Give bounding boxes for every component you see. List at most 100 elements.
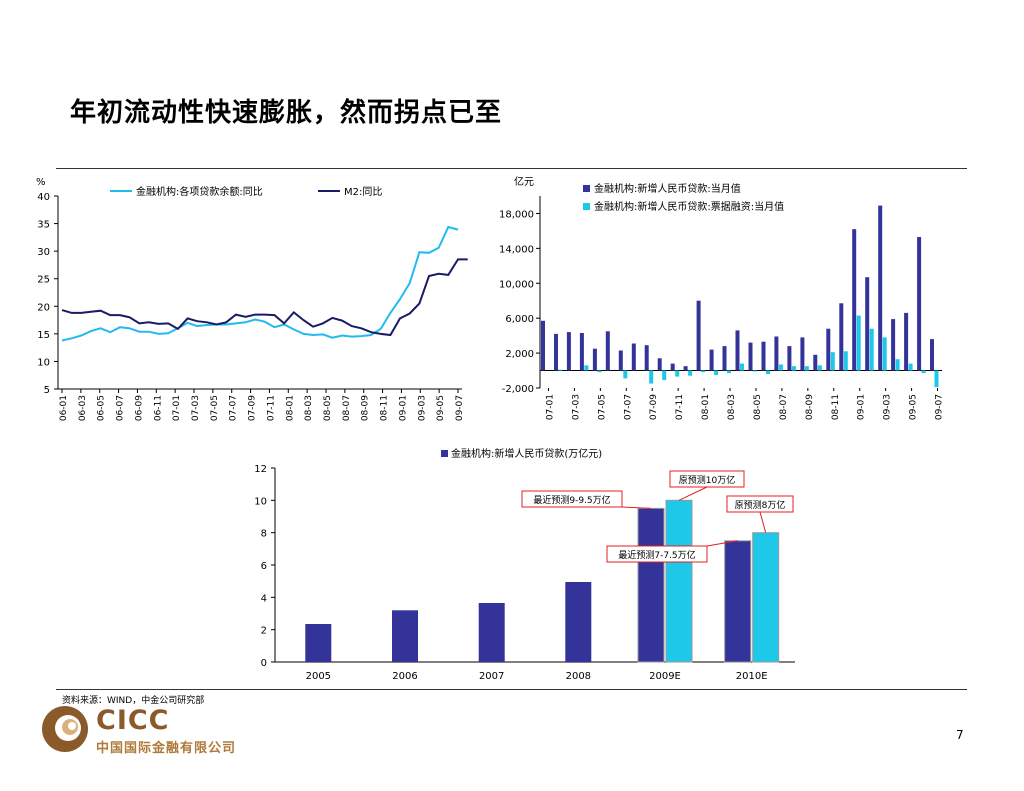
bar-new-loans [878,205,883,371]
y-tick-label: 4 [261,593,267,604]
x-tick-label: 08-11 [380,395,390,421]
bar-new-loans [787,346,792,371]
bar-new-loans [891,319,896,371]
y-tick-label: 0 [261,658,267,669]
bar-new-loans [592,348,597,371]
bar-new-loans [722,346,727,371]
x-tick-label: 08-11 [831,394,841,420]
bar-new-loans [554,333,558,371]
legend-swatch-1 [583,203,590,210]
bar-new-loans [618,350,623,371]
bar-estimate [665,499,693,663]
bar-bill-financing [584,365,589,371]
category-label: 2007 [479,671,504,682]
bar-actual [724,540,752,663]
category-label: 2009E [649,671,681,682]
x-tick-label: 08-07 [779,394,789,420]
bar-bill-financing [727,370,731,374]
x-tick-label: 06-11 [153,395,163,421]
bar-new-loans [748,342,753,371]
bar-new-loans [696,300,701,371]
x-tick-label: 07-11 [675,394,685,420]
bar-estimate [752,532,780,663]
y-tick-label: 10 [37,357,50,368]
bar-bill-financing [869,328,874,371]
x-tick-label: 07-01 [545,394,555,420]
x-tick-label: 07-03 [191,395,201,421]
brand-name: CICC [96,705,170,736]
bar-bill-financing [830,352,835,371]
category-label: 2006 [392,671,417,682]
bar-new-loans [683,366,688,371]
category-label: 2005 [306,671,331,682]
x-tick-label: 06-03 [78,395,88,421]
bar-actual [637,507,665,663]
x-tick-label: 06-01 [59,395,69,421]
x-tick-label: 08-09 [361,395,371,421]
bar-bill-financing [714,370,719,375]
y-tick-label: 5 [44,385,50,396]
bar-new-loans [904,312,909,371]
bar-bill-financing [688,370,693,376]
x-tick-label: 09-03 [417,395,427,421]
y-unit-label: 亿元 [514,175,534,188]
bar-new-loans [631,343,636,371]
bar-new-loans [930,339,934,371]
y-tick-label: 6,000 [505,314,534,325]
bar-new-loans [541,320,545,371]
x-tick-label: 09-05 [436,395,446,421]
x-tick-label: 09-01 [398,395,408,421]
bar-new-loans [657,358,662,371]
bar-bill-financing [895,359,900,371]
bar-bill-financing [921,370,926,374]
page-number: 7 [956,728,964,742]
annotation-pointer [759,511,767,533]
cicc-brand: CICC 中国国际金融有限公司 [96,705,236,757]
annotation-pointer [678,486,708,501]
y-tick-label: 14,000 [500,244,534,255]
bar-new-loans [917,237,922,371]
x-tick-label: 08-09 [805,394,815,420]
annotation-box [726,495,794,513]
annotation-label: 最近预测7-7.5万亿 [618,549,695,561]
bar-bill-financing [908,363,913,371]
y-tick-label: 10 [254,496,267,507]
bar-new-loans [735,330,740,371]
y-tick-label: 35 [37,220,50,231]
x-tick-label: 07-09 [248,395,258,421]
bar-bill-financing [701,370,706,373]
bar-bill-financing [882,337,887,371]
x-tick-label: 08-07 [342,395,352,421]
x-tick-label: 08-05 [753,394,763,420]
legend-label-1: M2:同比 [344,186,382,198]
y-tick-label: 30 [37,247,50,258]
x-tick-label: 07-05 [597,394,607,420]
bar-new-loans [761,341,766,371]
category-label: 2008 [566,671,591,682]
x-tick-label: 09-07 [455,395,465,421]
bar-new-loans [839,303,844,371]
bar-new-loans [774,336,779,371]
bar-new-loans [852,229,857,371]
bar-bill-financing [843,351,848,371]
annotation-box [669,470,745,488]
x-tick-label: 09-01 [857,394,867,420]
x-tick-label: 07-05 [210,395,220,421]
x-tick-label: 08-05 [323,395,333,421]
annotation-label: 原预测10万亿 [679,474,735,486]
bar-bill-financing [597,370,602,373]
x-tick-label: 08-03 [727,394,737,420]
bar-bill-financing [804,366,809,371]
y-tick-label: 10,000 [500,279,534,290]
bar-new-loans [566,332,571,371]
bar-new-loans [644,345,649,371]
legend-label-0: 金融机构:新增人民币贷款:当月值 [594,182,741,195]
legend-swatch [441,450,448,457]
bar-bill-financing [766,370,770,374]
bar-bill-financing [662,370,667,381]
y-tick-label: 2,000 [505,349,534,360]
series-line-0 [61,225,459,342]
x-tick-label: 07-09 [649,394,659,420]
bar-new-loans [813,354,818,371]
legend-label-0: 金融机构:各项贷款余额:同比 [136,185,263,198]
